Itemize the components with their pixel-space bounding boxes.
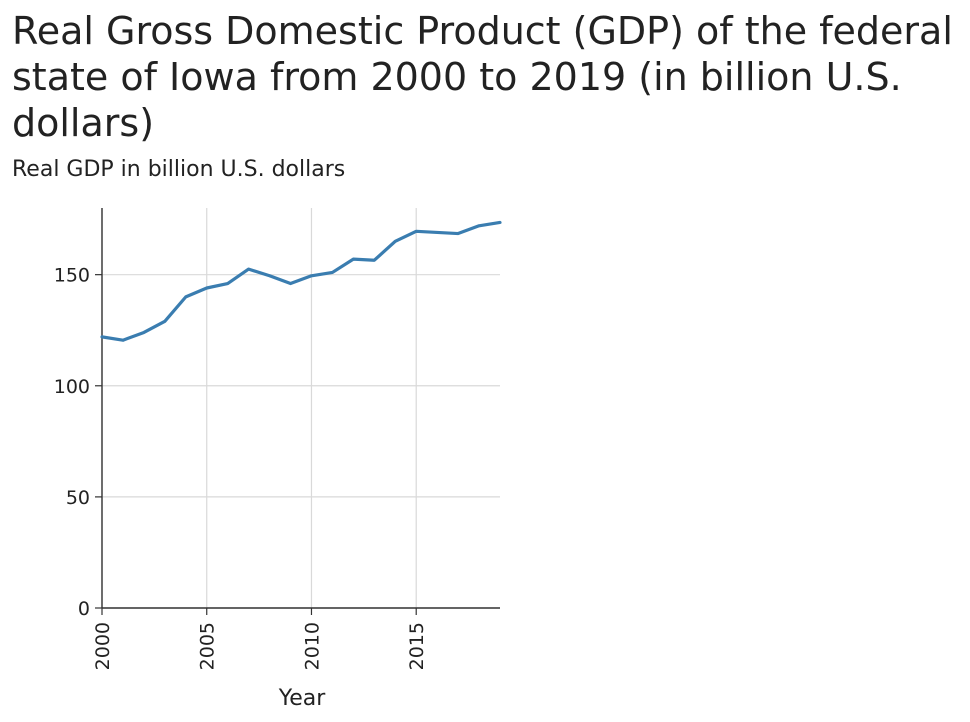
data-point — [372, 258, 376, 262]
y-axis-title: Real GDP in billion U.S. dollars — [12, 157, 346, 182]
data-point — [351, 257, 355, 261]
data-point — [184, 295, 188, 299]
data-point — [309, 274, 313, 278]
data-point — [414, 229, 418, 233]
data-point — [247, 267, 251, 271]
y-tick-label: 100 — [54, 376, 90, 398]
data-point — [163, 319, 167, 323]
data-point — [435, 230, 439, 234]
data-point — [393, 239, 397, 243]
y-tick-label: 150 — [54, 265, 90, 287]
x-tick-label: 2000 — [92, 622, 114, 670]
x-tick-label: 2015 — [406, 622, 428, 670]
x-axis-label: Year — [278, 686, 327, 711]
data-point — [268, 274, 272, 278]
data-point — [456, 232, 460, 236]
x-tick-label: 2010 — [301, 622, 323, 670]
y-tick-label: 50 — [66, 487, 90, 509]
data-point — [498, 220, 502, 224]
data-point — [142, 330, 146, 334]
x-tick-label: 2005 — [197, 622, 219, 670]
data-point — [289, 282, 293, 286]
gdp-series-line — [100, 220, 502, 342]
data-point — [226, 282, 230, 286]
data-point — [477, 224, 481, 228]
data-point — [121, 338, 125, 342]
data-point — [205, 286, 209, 290]
y-tick-label: 0 — [78, 598, 90, 620]
data-point — [100, 335, 104, 339]
chart-title: Real Gross Domestic Product (GDP) of the… — [12, 9, 953, 145]
data-point — [330, 270, 334, 274]
